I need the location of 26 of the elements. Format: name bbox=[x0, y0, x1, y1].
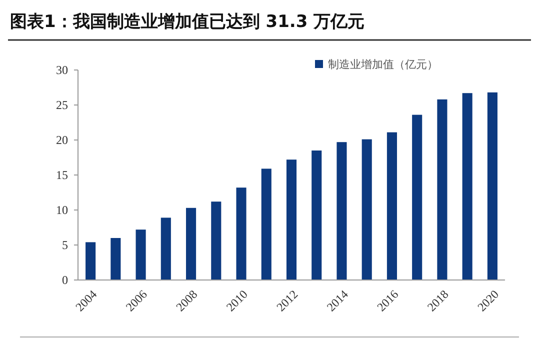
y-tick-label: 25 bbox=[56, 98, 68, 112]
bar bbox=[336, 142, 347, 280]
bar bbox=[487, 92, 498, 280]
bar bbox=[286, 160, 297, 280]
bar bbox=[437, 99, 448, 280]
y-tick-label: 5 bbox=[62, 238, 68, 252]
y-tick-label: 10 bbox=[56, 203, 68, 218]
bar bbox=[110, 238, 121, 280]
y-tick-label: 15 bbox=[56, 168, 68, 182]
bar bbox=[136, 230, 146, 280]
bar bbox=[236, 188, 246, 280]
bar bbox=[86, 242, 96, 280]
y-tick-label: 20 bbox=[56, 133, 68, 148]
bar bbox=[462, 93, 472, 280]
legend-label: 制造业增加值（亿元） bbox=[328, 58, 438, 71]
bar bbox=[412, 114, 422, 280]
bar bbox=[312, 150, 322, 280]
bar bbox=[261, 168, 272, 280]
bar bbox=[211, 202, 222, 280]
bar bbox=[160, 218, 171, 280]
y-tick-label: 0 bbox=[62, 273, 68, 288]
chart-title: 图表1：我国制造业增加值已达到 31.3 万亿元 bbox=[10, 12, 365, 32]
bar bbox=[362, 139, 372, 280]
bar bbox=[386, 132, 397, 280]
y-tick-label: 30 bbox=[56, 63, 68, 78]
bar bbox=[186, 208, 196, 280]
